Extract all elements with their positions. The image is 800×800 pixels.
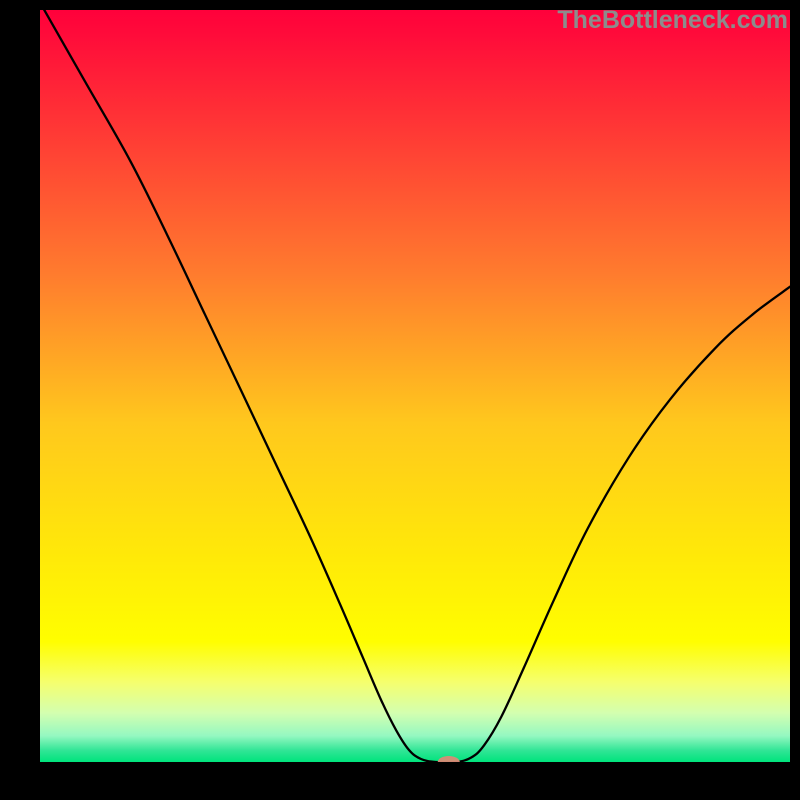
plot-area xyxy=(0,0,800,800)
chart-frame: TheBottleneck.com xyxy=(0,0,800,800)
watermark-text: TheBottleneck.com xyxy=(557,6,788,35)
plot-background xyxy=(40,10,790,762)
